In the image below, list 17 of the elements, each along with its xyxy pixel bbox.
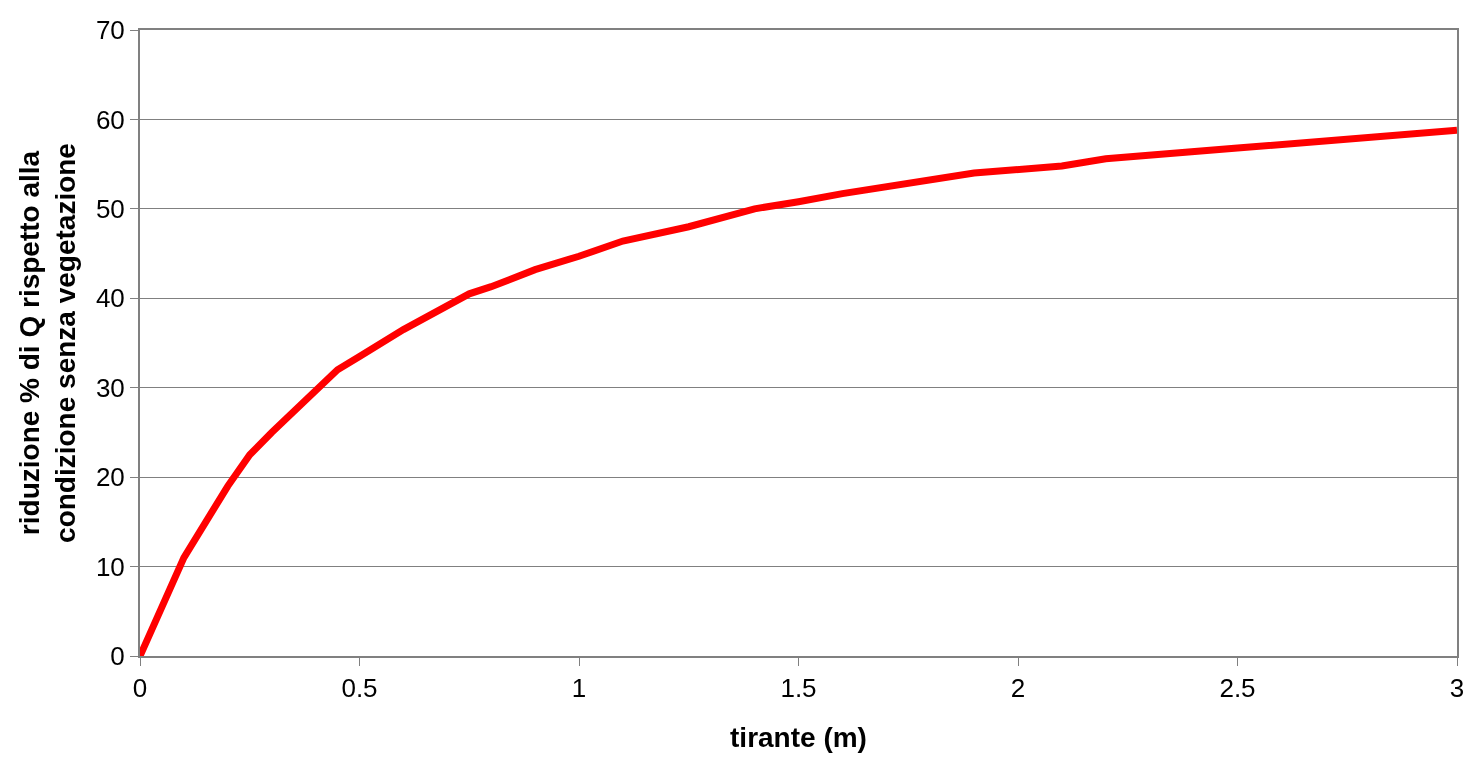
x-axis-title: tirante (m) [730,721,867,753]
y-tick-label: 70 [95,15,125,46]
x-tick-label: 0 [132,673,148,704]
y-tick-label: 50 [95,193,125,224]
y-tick-label: 0 [110,641,125,672]
y-tick-label: 30 [95,372,125,403]
y-tick-label: 40 [95,283,125,314]
x-tick-label: 0.5 [341,673,378,704]
x-tick-label: 1.5 [780,673,817,704]
x-tick-label: 2 [1010,673,1026,704]
x-tick-label: 3 [1449,673,1465,704]
y-tick-label: 10 [95,551,125,582]
y-tick-label: 20 [95,462,125,493]
x-tick-label: 1 [571,673,587,704]
x-tick-label: 2.5 [1219,673,1256,704]
y-axis-title: riduzione % di Q rispetto alla condizione senza vegetazione [13,143,82,543]
y-tick-label: 60 [95,104,125,135]
